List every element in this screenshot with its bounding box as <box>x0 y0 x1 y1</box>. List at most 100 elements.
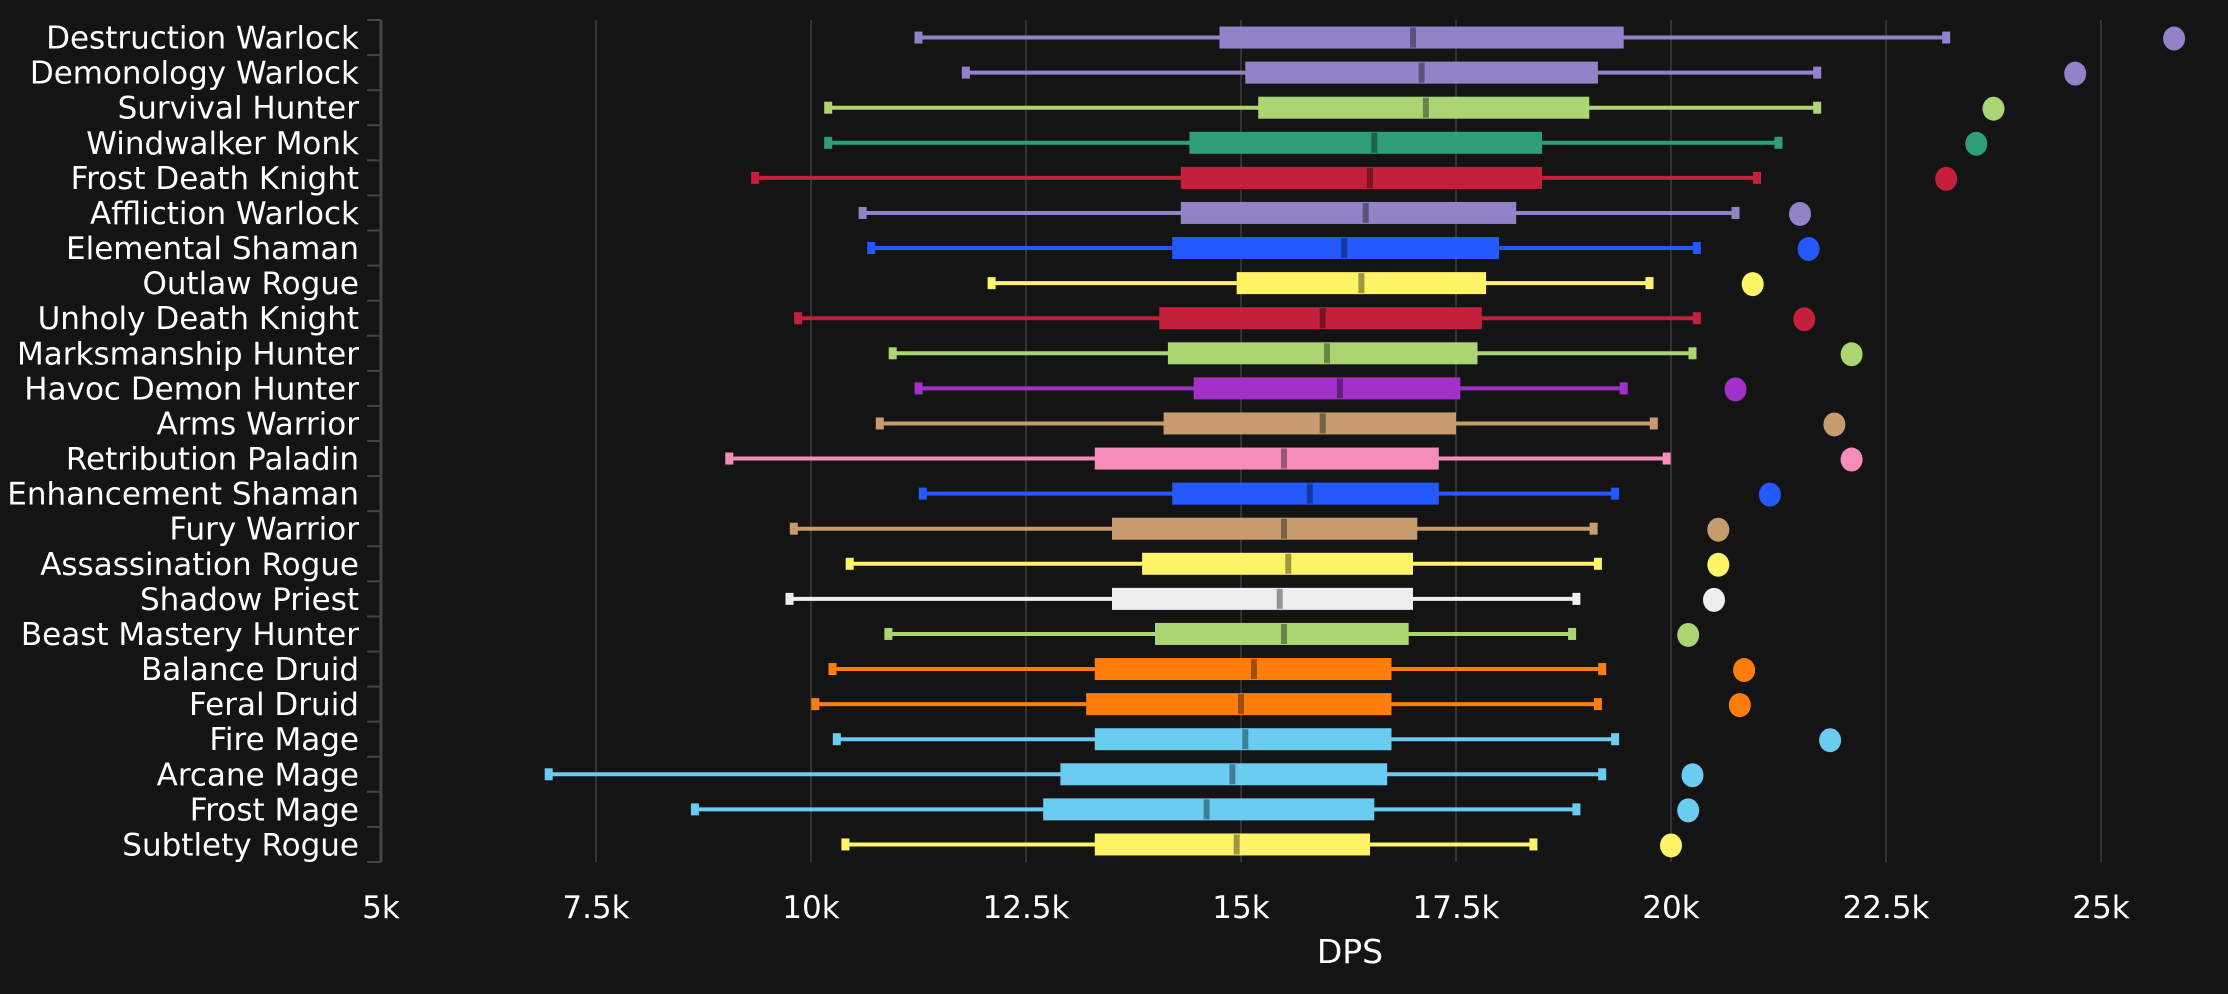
y-category-label: Unholy Death Knight <box>38 301 359 337</box>
box-row <box>785 587 1725 612</box>
outlier-point <box>1823 412 1846 437</box>
whisker-cap-min <box>828 663 837 676</box>
whisker-cap-max <box>1598 768 1607 781</box>
y-category-label: Enhancement Shaman <box>7 477 359 513</box>
box-row <box>725 447 1863 472</box>
median-line <box>1336 378 1343 399</box>
whisker-cap-max <box>1774 136 1783 149</box>
box-row <box>828 658 1756 683</box>
whisker-cap-min <box>785 592 794 605</box>
box-row <box>918 482 1781 507</box>
box-row <box>867 237 1820 262</box>
box-row <box>794 307 1816 332</box>
outlier-point <box>1703 587 1725 612</box>
whisker-cap-max <box>1529 838 1538 851</box>
x-axis-title: DPS <box>1317 932 1383 971</box>
whisker-cap-min <box>690 803 699 816</box>
whisker-cap-min <box>751 171 760 184</box>
x-tick-label: 22.5k <box>1843 890 1930 926</box>
median-line <box>1422 97 1429 118</box>
whisker-cap-max <box>1593 557 1602 570</box>
iqr-box <box>1180 201 1517 224</box>
whisker-cap-max <box>1598 663 1607 676</box>
iqr-box <box>1094 833 1370 856</box>
whisker-cap-min <box>794 312 803 325</box>
outlier-point <box>1819 728 1842 753</box>
iqr-box <box>1167 342 1478 365</box>
median-line <box>1306 483 1313 504</box>
median-line <box>1324 343 1330 364</box>
y-category-label: Shadow Priest <box>140 582 359 618</box>
y-category-label: Affliction Warlock <box>90 196 359 232</box>
whisker-cap-min <box>845 557 854 570</box>
y-category-label: Subtlety Rogue <box>122 827 359 863</box>
whisker-cap-max <box>1593 698 1602 711</box>
iqr-box <box>1189 131 1542 154</box>
y-category-label: Feral Druid <box>189 687 359 723</box>
whisker-cap-max <box>1692 312 1701 325</box>
median-line <box>1367 167 1373 188</box>
gridlines <box>595 20 2102 862</box>
median-line <box>1203 799 1210 820</box>
median-line <box>1242 729 1249 750</box>
whisker-cap-min <box>824 101 833 114</box>
whisker-cap-min <box>914 382 923 395</box>
whisker-cap-max <box>1662 452 1671 465</box>
box-row <box>832 728 1842 753</box>
outlier-point <box>1840 342 1863 367</box>
iqr-box <box>1094 658 1392 681</box>
whisker-cap-max <box>1611 487 1620 500</box>
median-line <box>1281 623 1287 644</box>
box-row <box>884 622 1700 647</box>
outlier-point <box>1982 96 2005 121</box>
whisker-cap-min <box>824 136 833 149</box>
whisker-cap-min <box>884 627 893 640</box>
x-tick-label: 10k <box>782 890 839 926</box>
y-category-label: Beast Mastery Hunter <box>21 617 359 653</box>
whisker-cap-max <box>1753 171 1761 184</box>
outlier-point <box>2064 61 2087 86</box>
whisker-cap-max <box>1572 592 1581 605</box>
whisker-cap-min <box>875 417 884 430</box>
whisker-cap-max <box>1942 31 1951 44</box>
iqr-box <box>1112 587 1413 610</box>
whisker-cap-min <box>789 522 798 535</box>
box-row <box>858 201 1811 226</box>
iqr-box <box>1112 517 1418 540</box>
iqr-box <box>1142 552 1413 575</box>
y-category-label: Havoc Demon Hunter <box>24 371 359 407</box>
whisker-cap-min <box>987 277 996 290</box>
outlier-point <box>1707 552 1730 577</box>
box-row <box>914 26 2186 51</box>
whisker-cap-max <box>1813 66 1822 79</box>
outlier-point <box>1797 237 1820 262</box>
whisker-cap-min <box>888 347 897 360</box>
whisker-cap-min <box>841 838 850 851</box>
x-tick-label: 5k <box>362 890 400 926</box>
iqr-box <box>1193 377 1461 400</box>
y-category-label: Windwalker Monk <box>86 126 359 162</box>
whisker-cap-max <box>1572 803 1581 816</box>
median-line <box>1281 448 1287 469</box>
outlier-point <box>1793 307 1816 332</box>
iqr-box <box>1060 763 1388 786</box>
whisker-cap-max <box>1568 627 1577 640</box>
y-category-label: Arms Warrior <box>156 406 359 442</box>
median-line <box>1276 588 1283 609</box>
y-category-label: Frost Mage <box>190 792 359 828</box>
y-category-label: Balance Druid <box>141 652 359 688</box>
outlier-point <box>1724 377 1747 402</box>
median-line <box>1250 659 1257 680</box>
y-category-label: Assassination Rogue <box>40 547 359 583</box>
median-line <box>1341 238 1348 259</box>
whisker-cap-max <box>1813 101 1822 114</box>
box-row <box>845 552 1730 577</box>
y-category-label: Elemental Shaman <box>66 231 359 267</box>
median-line <box>1358 273 1365 294</box>
y-category-label: Fury Warrior <box>169 512 359 548</box>
iqr-box <box>1094 447 1439 470</box>
outlier-point <box>1677 622 1700 647</box>
iqr-box <box>1180 166 1542 189</box>
y-category-label: Fire Mage <box>209 722 359 758</box>
iqr-box <box>1172 237 1499 260</box>
